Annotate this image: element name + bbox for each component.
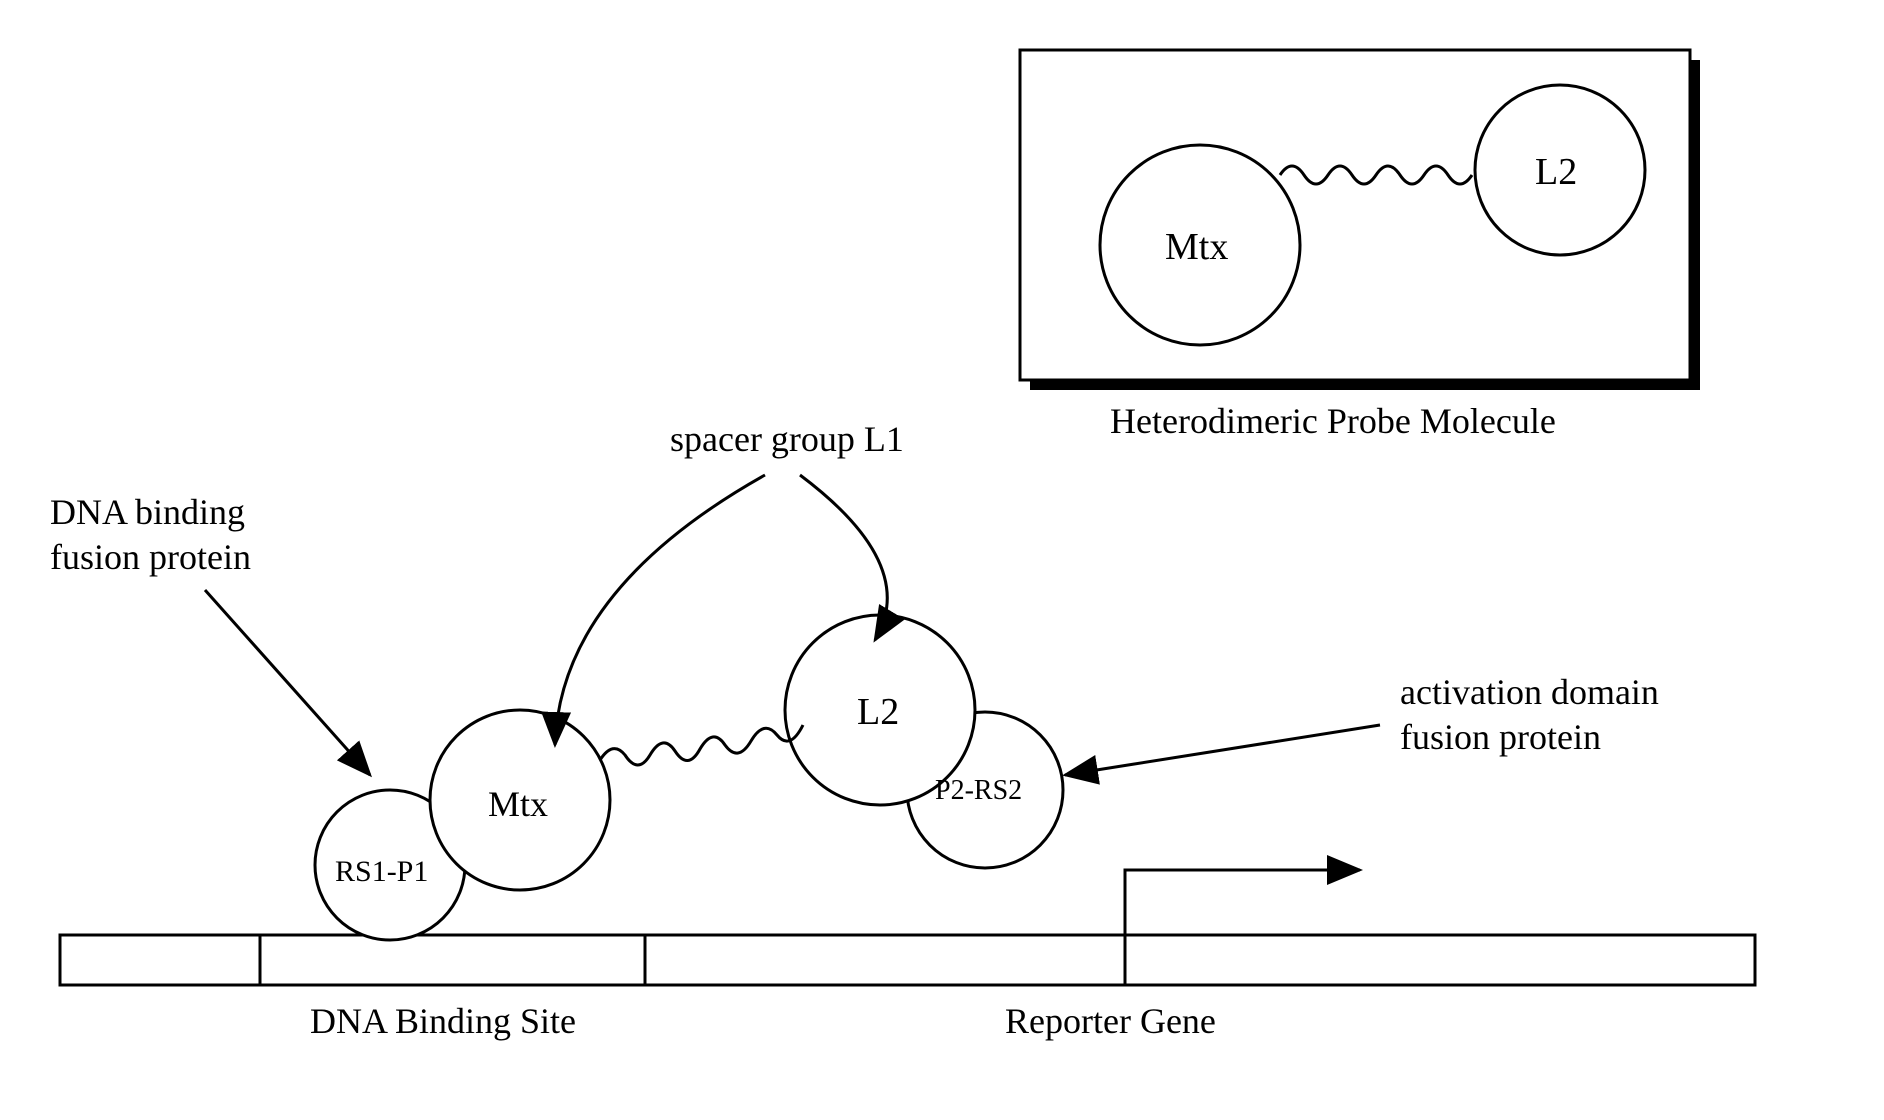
l2-label: L2: [857, 690, 899, 734]
dna-segment-1: [60, 935, 260, 985]
main-linker: [600, 725, 803, 765]
spacer-group-label: spacer group L1: [670, 418, 904, 460]
inset-caption: Heterodimeric Probe Molecule: [1110, 400, 1556, 442]
diagram-svg: [0, 0, 1884, 1120]
arrow-spacer-left: [555, 475, 765, 745]
biology-diagram: Mtx L2 Heterodimeric Probe Molecule spac…: [0, 0, 1884, 1120]
dna-binding-site-label: DNA Binding Site: [310, 1000, 576, 1042]
dna-segment-3: [645, 935, 1125, 985]
dna-binding-fusion-label: DNA binding fusion protein: [50, 490, 251, 580]
reporter-gene-label: Reporter Gene: [1005, 1000, 1216, 1042]
activation-domain-label: activation domain fusion protein: [1400, 670, 1659, 760]
rs1p1-label: RS1-P1: [335, 855, 428, 889]
arrow-activation: [1065, 725, 1380, 775]
inset-mtx-label: Mtx: [1165, 225, 1228, 269]
p2rs2-label: P2-RS2: [935, 775, 1022, 807]
dna-segment-2: [260, 935, 645, 985]
dna-segment-4: [1125, 935, 1755, 985]
transcription-arrow: [1125, 870, 1360, 935]
arrow-dna-binding: [205, 590, 370, 775]
mtx-label: Mtx: [488, 783, 548, 825]
inset-l2-label: L2: [1535, 150, 1577, 194]
